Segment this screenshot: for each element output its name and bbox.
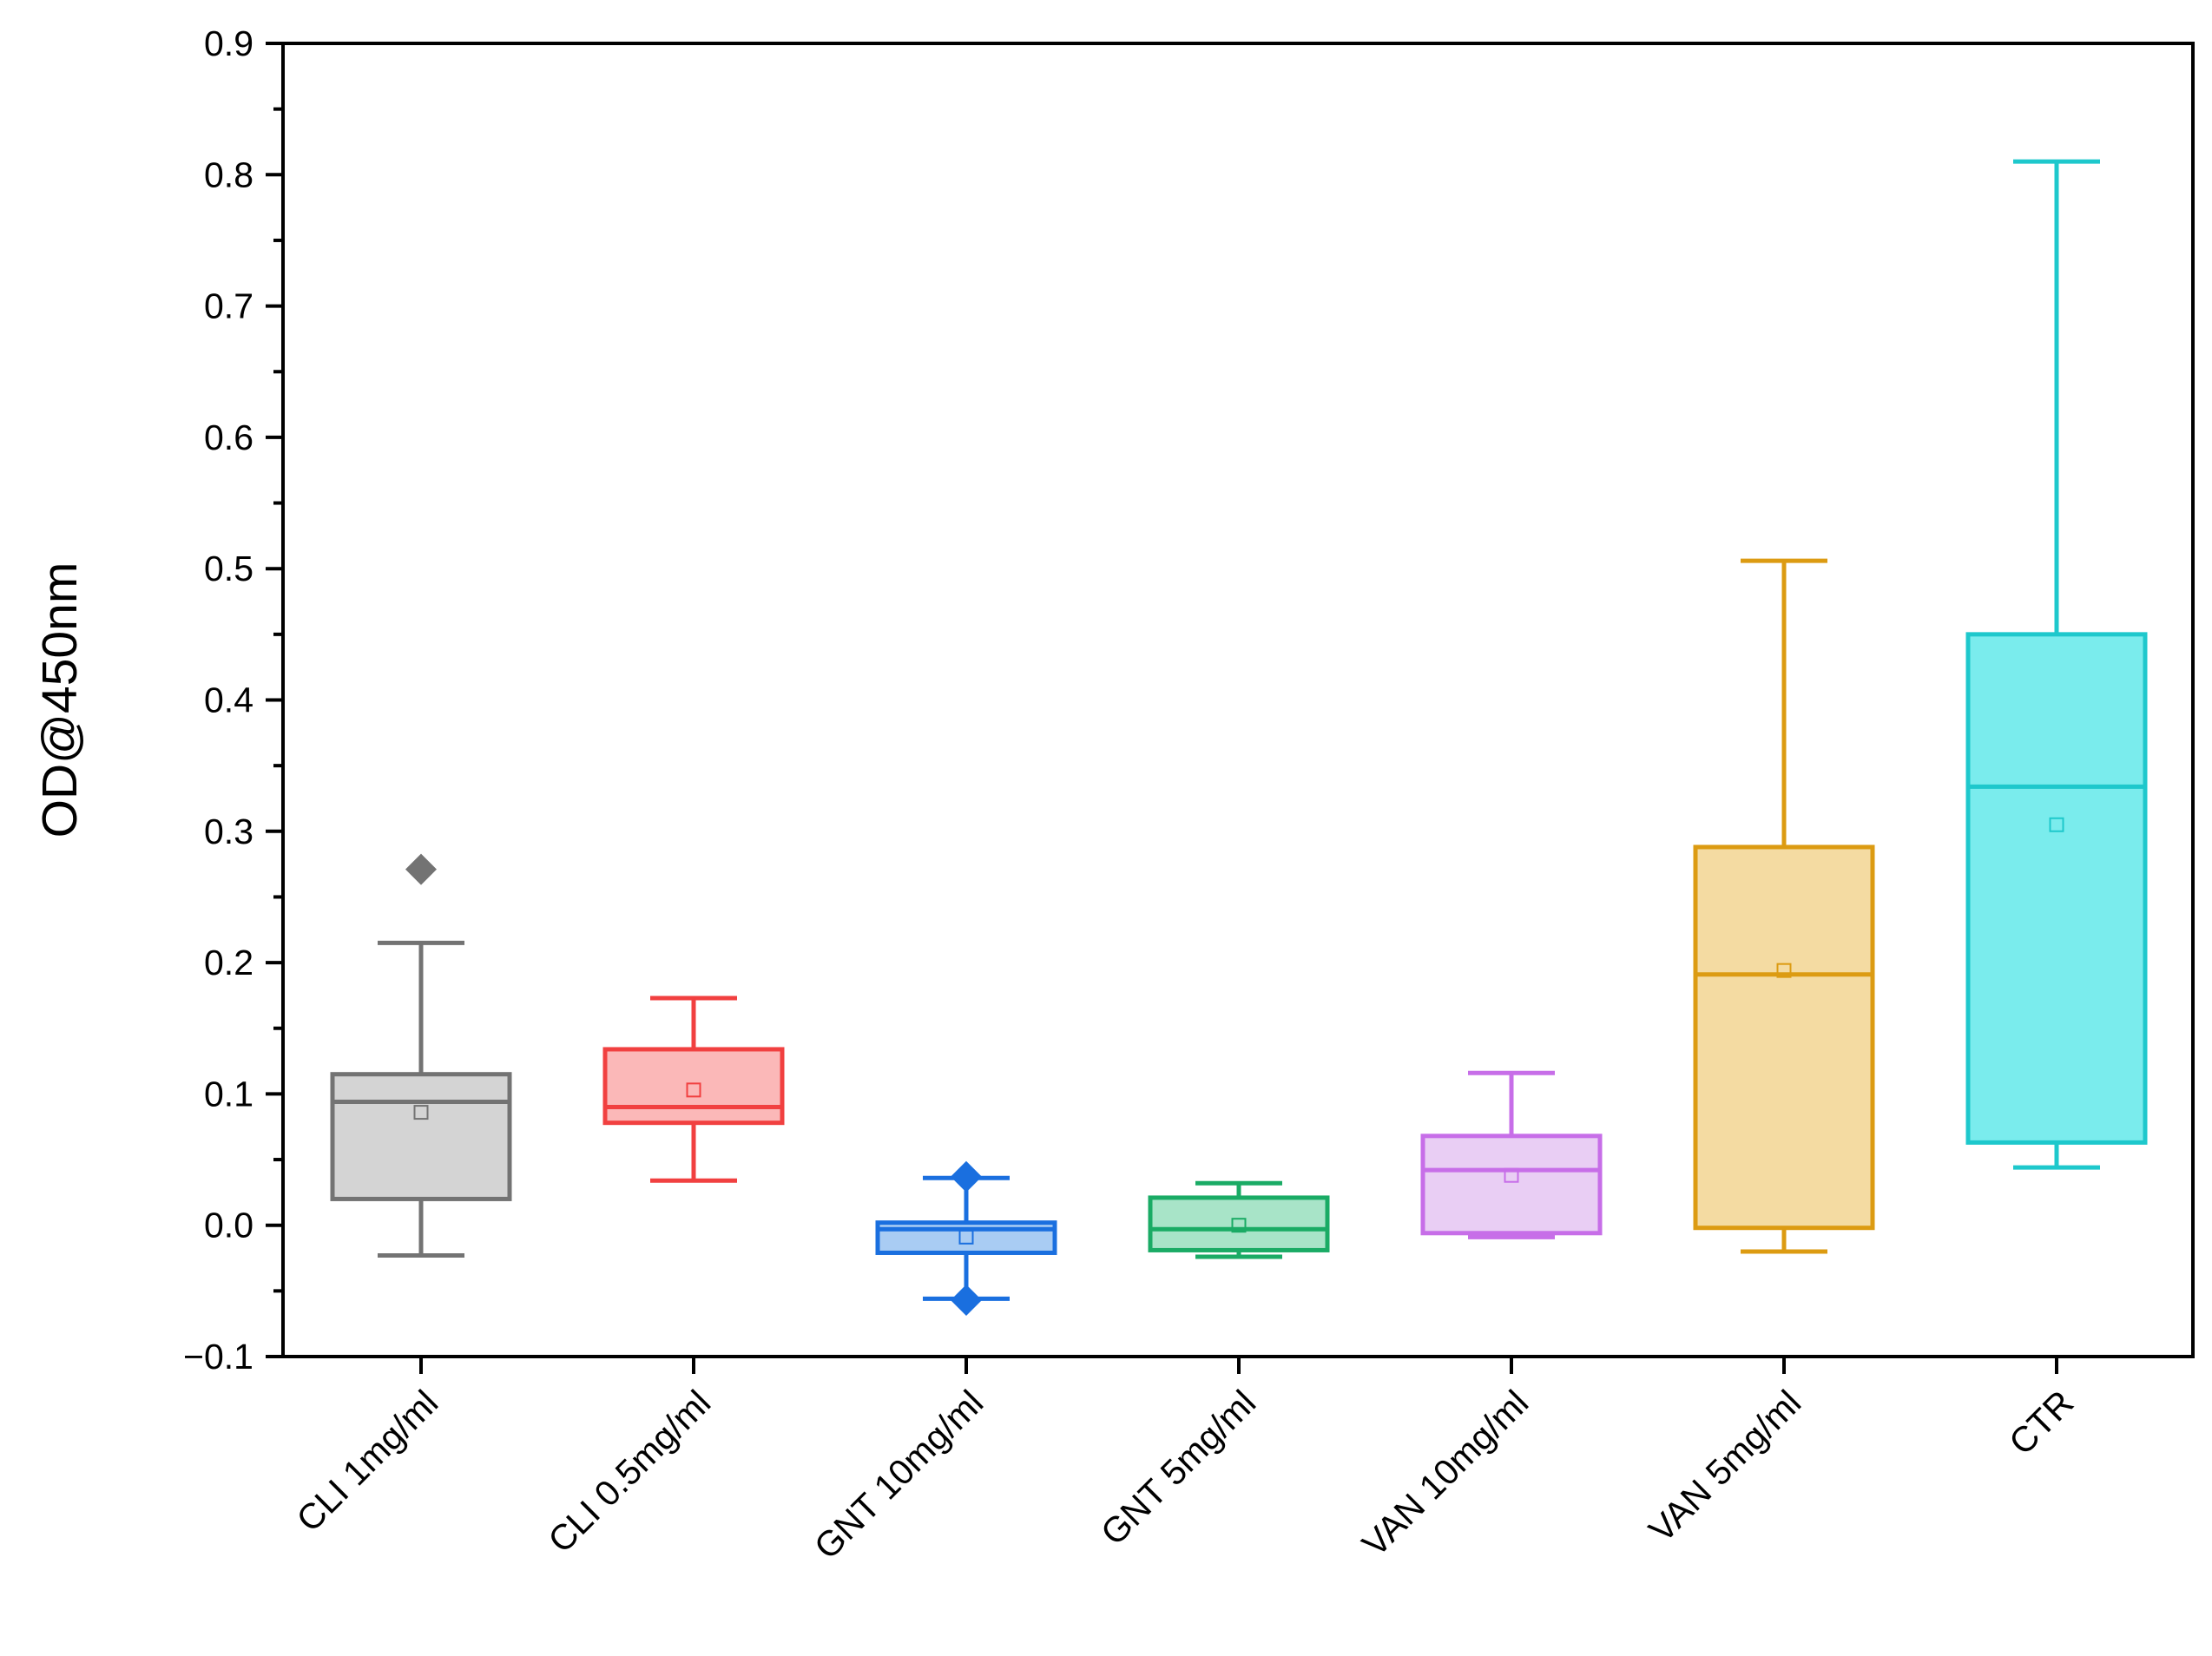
y-tick-label: 0.9: [204, 23, 253, 63]
y-tick-label: 0.7: [204, 286, 253, 326]
box-group: [602, 996, 785, 1183]
box-iqr: [1693, 844, 1875, 1231]
mean-marker: [958, 1229, 974, 1245]
box-group: [1420, 1070, 1603, 1239]
y-axis-title: OD@450nm: [32, 562, 88, 838]
box-group: [1148, 1180, 1330, 1259]
y-tick-label: 0.3: [204, 812, 253, 851]
y-tick-label: −0.1: [183, 1337, 253, 1377]
box-group: [1693, 558, 1875, 1254]
y-tick-label: 0.6: [204, 417, 253, 457]
box-iqr: [1965, 632, 2148, 1145]
box-iqr: [330, 1072, 512, 1201]
y-tick-label: 0.4: [204, 680, 253, 720]
box-group: [330, 853, 512, 1258]
y-tick-label: 0.1: [204, 1074, 253, 1114]
y-axis: −0.1 0.0 0.1 0.2 0.3 0.4 0.5 0.6 0.7 0.8 0.9: [183, 23, 283, 1377]
y-tick-label: 0.5: [204, 549, 253, 588]
plot-area: [330, 159, 2148, 1316]
outlier-point: [951, 1160, 982, 1193]
mean-marker: [686, 1082, 701, 1098]
outlier-point: [951, 1284, 982, 1316]
mean-marker: [2049, 817, 2064, 832]
mean-marker: [1776, 963, 1792, 978]
mean-marker: [1504, 1167, 1519, 1183]
box-iqr: [602, 1047, 785, 1126]
mean-marker: [1231, 1218, 1247, 1233]
box-iqr: [1148, 1195, 1330, 1252]
outlier-point: [405, 853, 437, 885]
y-tick-label: 0.2: [204, 943, 253, 982]
box-group: [875, 1160, 1057, 1316]
box-iqr: [1420, 1134, 1603, 1236]
y-tick-label: 0.8: [204, 154, 253, 194]
y-tick-label: 0.0: [204, 1206, 253, 1245]
box-group: [1965, 159, 2148, 1170]
mean-marker: [413, 1105, 429, 1120]
